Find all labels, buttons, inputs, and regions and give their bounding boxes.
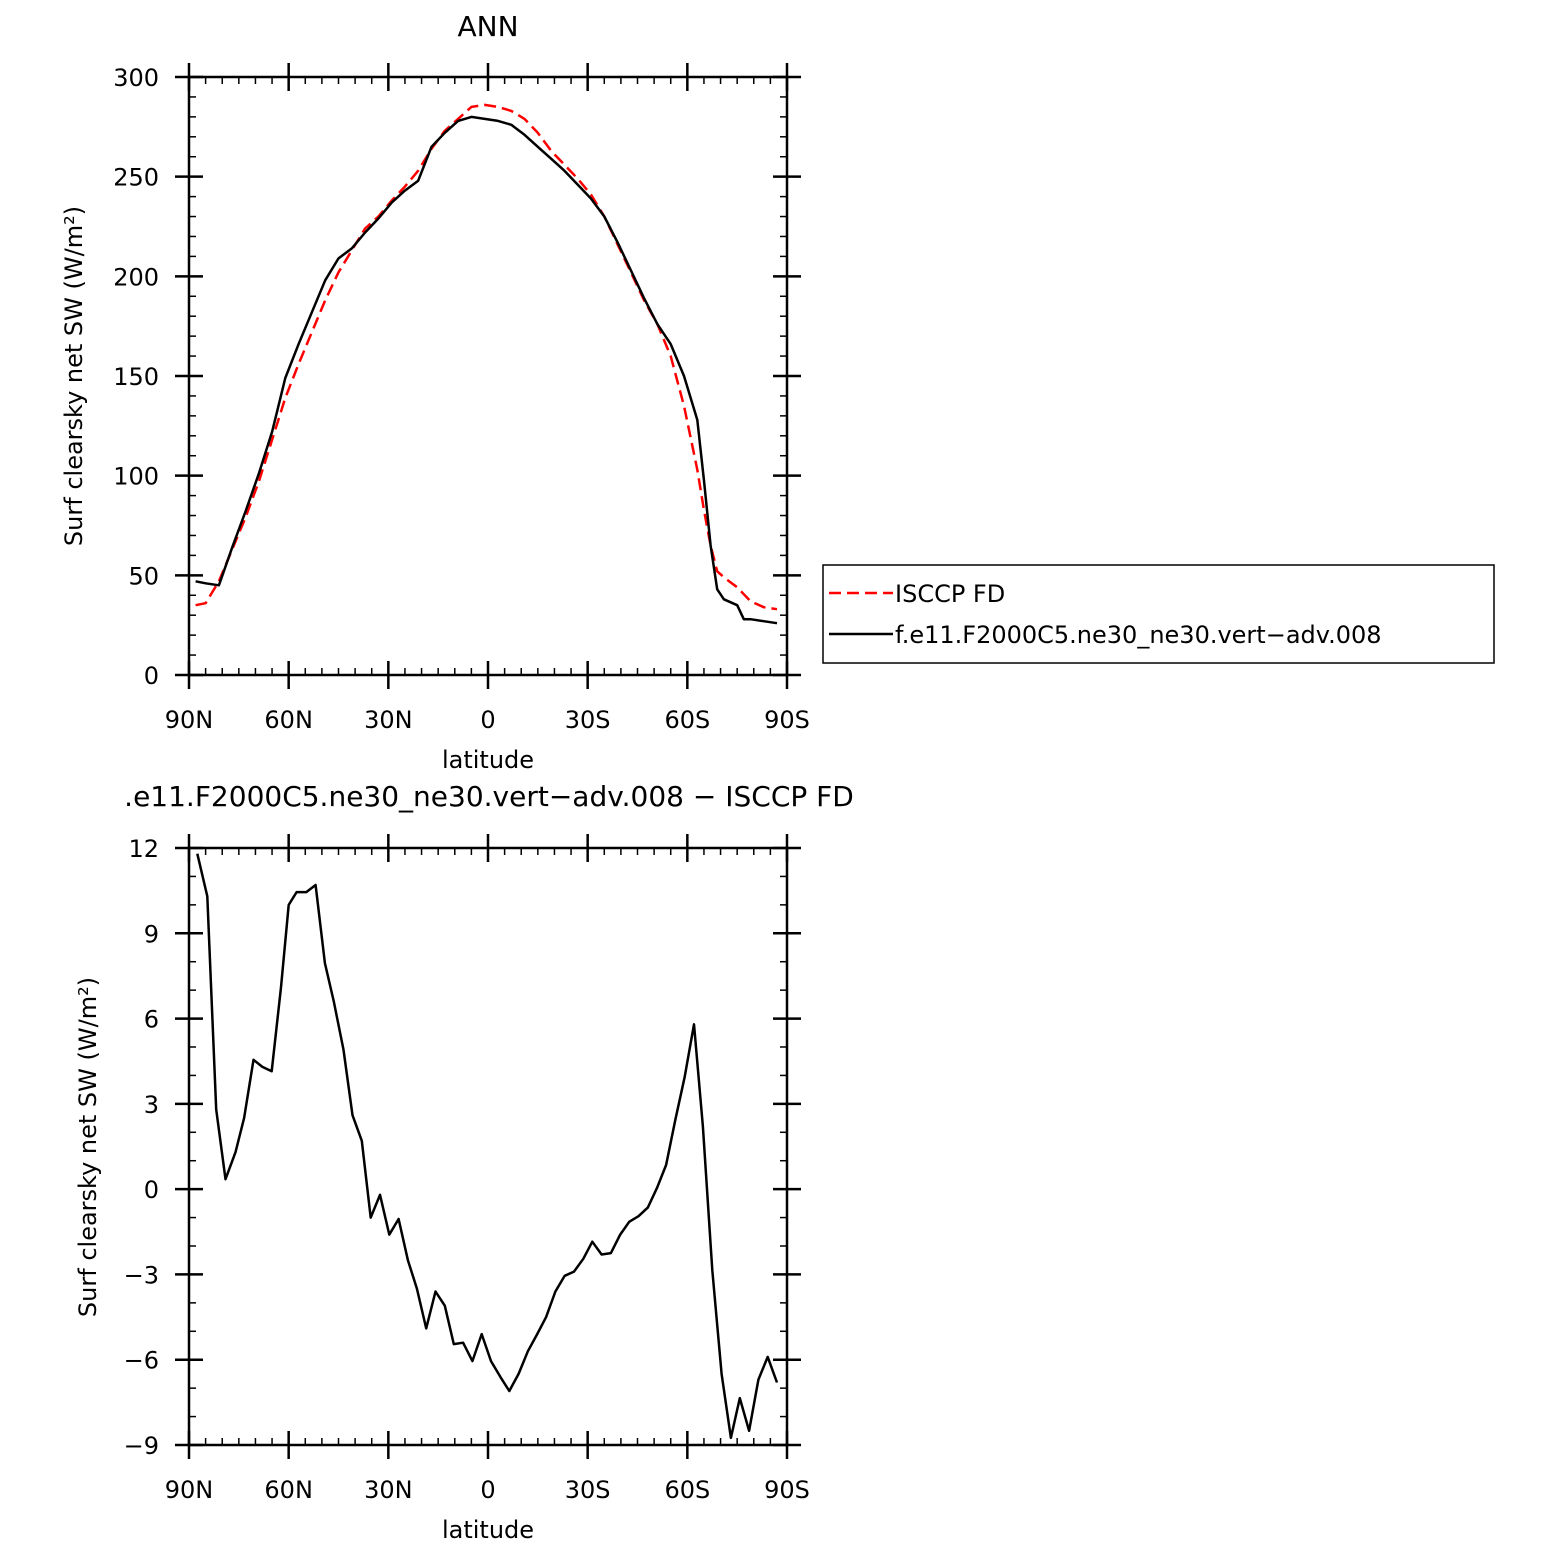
legend-label-isccp: ISCCP FD	[895, 580, 1005, 608]
top-y-tick-labels: 0 50 100 150 200 250 300	[113, 64, 159, 690]
top-x-tick-labels: 90N 60N 30N 0 30S 60S 90S	[165, 706, 810, 734]
legend: ISCCP FD f.e11.F2000C5.ne30_ne30.vert−ad…	[822, 564, 1495, 664]
x-tick-label: 90N	[165, 706, 214, 734]
x-tick-label: 90S	[764, 706, 810, 734]
x-tick-label: 30S	[565, 706, 611, 734]
bottom-panel: .e11.F2000C5.ne30_ne30.vert−adv.008 − IS…	[74, 780, 854, 1544]
bottom-x-axis-label: latitude	[442, 1516, 534, 1544]
top-panel: ANN 90N 60N 30N 0 30S 60S 90S 0 50 100 150 200 250 3…	[60, 10, 810, 774]
bottom-x-tick-labels: 90N 60N 30N 0 30S 60S 90S	[165, 1476, 810, 1504]
y-tick-label: 6	[144, 1006, 159, 1034]
y-tick-label: 250	[113, 164, 159, 192]
top-ticks	[175, 63, 801, 689]
series-line-1	[195, 103, 778, 611]
bottom-ticks	[175, 834, 801, 1459]
x-tick-label: 0	[480, 706, 495, 734]
y-tick-label: 0	[144, 662, 159, 690]
x-tick-label: 60N	[264, 706, 313, 734]
top-x-axis-label: latitude	[442, 746, 534, 774]
legend-label-model: f.e11.F2000C5.ne30_ne30.vert−adv.008	[895, 621, 1382, 649]
y-tick-label: −9	[124, 1432, 159, 1460]
y-tick-label: −3	[124, 1261, 159, 1289]
y-tick-label: −6	[124, 1347, 159, 1375]
y-tick-label: 300	[113, 64, 159, 92]
x-tick-label: 0	[480, 1476, 495, 1504]
series-line-1	[196, 853, 779, 1440]
x-tick-label: 30N	[364, 706, 413, 734]
x-tick-label: 30N	[364, 1476, 413, 1504]
y-tick-label: 3	[144, 1091, 159, 1119]
top-series-lines	[195, 103, 778, 625]
y-tick-label: 12	[128, 835, 159, 863]
x-tick-label: 60N	[264, 1476, 313, 1504]
bottom-chart-title: .e11.F2000C5.ne30_ne30.vert−adv.008 − IS…	[124, 780, 854, 813]
top-y-axis-label: Surf clearsky net SW (W/m²)	[60, 206, 88, 546]
top-plot-frame	[187, 75, 789, 677]
y-tick-label: 9	[144, 920, 159, 948]
y-tick-label: 150	[113, 363, 159, 391]
y-tick-label: 100	[113, 463, 159, 491]
bottom-y-axis-label: Surf clearsky net SW (W/m²)	[74, 977, 102, 1317]
y-tick-label: 50	[128, 562, 159, 590]
x-tick-label: 90S	[764, 1476, 810, 1504]
legend-box	[822, 564, 1495, 664]
x-tick-label: 90N	[165, 1476, 214, 1504]
bottom-series-lines	[196, 853, 779, 1440]
x-tick-label: 30S	[565, 1476, 611, 1504]
series-line-2	[195, 115, 778, 625]
y-tick-label: 0	[144, 1176, 159, 1204]
x-tick-label: 60S	[664, 706, 710, 734]
y-tick-label: 200	[113, 263, 159, 291]
bottom-y-tick-labels: −9 −6 −3 0 3 6 9 12	[124, 835, 159, 1460]
top-chart-title: ANN	[457, 10, 518, 43]
x-tick-label: 60S	[664, 1476, 710, 1504]
